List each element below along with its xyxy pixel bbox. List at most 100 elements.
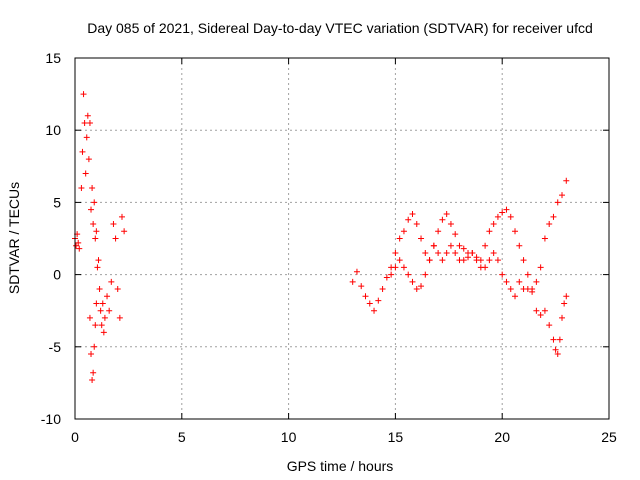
data-point <box>494 213 501 220</box>
data-point <box>413 221 420 228</box>
y-tick-label: -10 <box>41 411 61 427</box>
data-point <box>93 228 100 235</box>
data-point <box>104 293 111 300</box>
data-point <box>533 307 540 314</box>
data-point <box>422 249 429 256</box>
data-point <box>550 336 557 343</box>
data-point <box>507 286 514 293</box>
data-point <box>435 249 442 256</box>
data-point <box>556 336 563 343</box>
data-point <box>84 112 91 119</box>
data-point <box>91 199 98 206</box>
data-point <box>533 278 540 285</box>
data-point <box>116 314 123 321</box>
plot-frame <box>74 57 610 420</box>
data-point <box>76 245 83 252</box>
grid-lines <box>75 58 609 419</box>
data-point <box>473 257 480 264</box>
axis-ticks: 0 5 10 15 20 25 -10 -5 0 5 10 15 <box>41 50 617 445</box>
data-point <box>81 119 88 126</box>
data-point <box>486 257 493 264</box>
data-point <box>110 221 117 228</box>
chart-title: Day 085 of 2021, Sidereal Day-to-day VTE… <box>87 20 593 36</box>
data-point <box>392 264 399 271</box>
data-point <box>97 307 104 314</box>
data-point <box>541 307 548 314</box>
data-point <box>99 300 106 307</box>
data-point <box>559 314 566 321</box>
data-point <box>90 369 97 376</box>
data-point <box>490 249 497 256</box>
data-point <box>94 264 101 271</box>
x-tick-label: 25 <box>601 429 617 445</box>
data-point <box>78 184 85 191</box>
data-point <box>469 249 476 256</box>
data-point <box>435 228 442 235</box>
data-point <box>512 228 519 235</box>
data-point <box>388 271 395 278</box>
data-point <box>422 271 429 278</box>
data-point <box>100 329 107 336</box>
data-point <box>392 249 399 256</box>
y-tick-label: 10 <box>45 122 61 138</box>
data-point <box>93 300 100 307</box>
data-point <box>524 271 531 278</box>
data-point <box>465 254 472 261</box>
data-point <box>86 119 93 126</box>
data-point <box>114 286 121 293</box>
data-point <box>400 228 407 235</box>
y-tick-label: 5 <box>53 194 61 210</box>
data-point <box>112 235 119 242</box>
data-point <box>439 257 446 264</box>
x-axis-label: GPS time / hours <box>287 458 394 474</box>
data-point <box>418 283 425 290</box>
data-point <box>426 257 433 264</box>
data-point <box>90 221 97 228</box>
x-tick-label: 5 <box>178 429 186 445</box>
data-point <box>452 231 459 238</box>
data-point <box>413 286 420 293</box>
data-point <box>353 268 360 275</box>
data-point <box>550 213 557 220</box>
data-point <box>552 346 559 353</box>
data-point <box>443 210 450 217</box>
data-point <box>499 271 506 278</box>
data-point <box>79 148 86 155</box>
data-point <box>460 245 467 252</box>
data-point <box>80 91 87 98</box>
data-point <box>358 283 365 290</box>
data-point <box>452 249 459 256</box>
data-point <box>546 322 553 329</box>
data-point <box>559 192 566 199</box>
data-point <box>486 228 493 235</box>
data-point <box>546 221 553 228</box>
data-point <box>396 235 403 242</box>
data-point <box>554 199 561 206</box>
data-point <box>106 307 113 314</box>
data-point <box>418 235 425 242</box>
data-point <box>405 271 412 278</box>
data-point <box>460 257 467 264</box>
data-point <box>91 343 98 350</box>
data-point <box>503 278 510 285</box>
data-point <box>512 293 519 300</box>
data-point <box>443 249 450 256</box>
data-point <box>118 213 125 220</box>
data-point <box>482 242 489 249</box>
data-point <box>383 274 390 281</box>
data-point <box>98 322 105 329</box>
data-point <box>362 293 369 300</box>
data-point <box>89 377 96 384</box>
data-point <box>520 257 527 264</box>
data-point <box>396 257 403 264</box>
data-point <box>494 257 501 264</box>
data-point <box>516 242 523 249</box>
data-point <box>88 206 95 213</box>
data-points <box>72 91 570 384</box>
data-point <box>439 216 446 223</box>
data-point <box>83 134 90 141</box>
data-point <box>447 221 454 228</box>
data-point <box>430 242 437 249</box>
y-axis-label: SDTVAR / TECUs <box>6 182 22 294</box>
